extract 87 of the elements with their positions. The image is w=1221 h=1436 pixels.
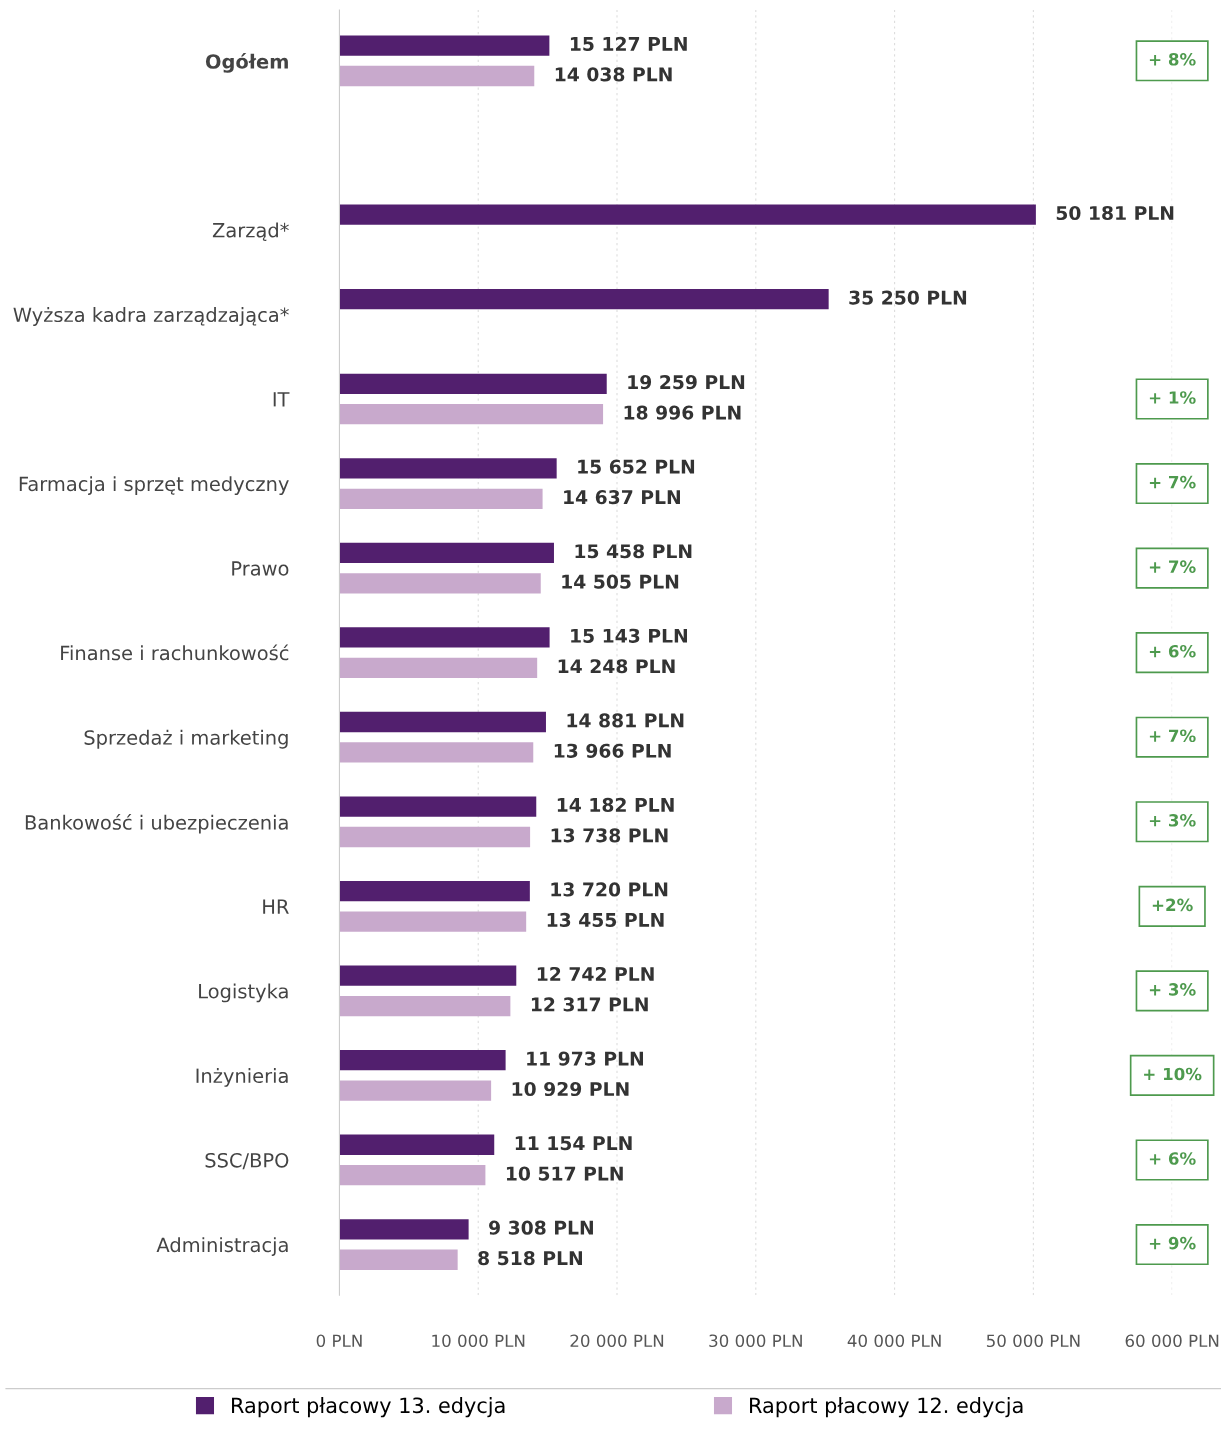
y-tick-label: IT	[273, 392, 290, 407]
annotation: + 8%	[1149, 53, 1196, 66]
x-tick-label: 30 000 PLN	[709, 1334, 802, 1348]
bar	[339, 1219, 469, 1240]
annotation: + 6%	[1149, 1152, 1196, 1165]
data-label: 14 248 PLN	[558, 659, 675, 674]
y-tick-label: Finanse i rachunkowość	[61, 644, 289, 661]
annotation: + 7%	[1149, 560, 1196, 573]
data-label: 10 517 PLN	[506, 1166, 623, 1181]
bar	[339, 880, 530, 902]
bar	[339, 627, 550, 648]
data-label: 11 973 PLN	[527, 1051, 643, 1066]
y-tick-label: Zarząd*	[212, 222, 289, 242]
x-tick-label: 10 000 PLN	[432, 1334, 525, 1348]
bar	[339, 542, 554, 564]
x-tick-label: 0 PLN	[316, 1334, 362, 1348]
legend-label: Raport płacowy 12. edycja	[750, 1397, 1023, 1418]
data-label: 15 127 PLN	[570, 36, 687, 52]
bar	[339, 1050, 506, 1071]
data-label: 10 929 PLN	[512, 1081, 629, 1097]
data-label: 14 182 PLN	[557, 797, 674, 812]
y-tick-label: Administracja	[156, 1237, 288, 1256]
legend-label: Raport płacowy 13. edycja	[232, 1397, 505, 1418]
y-tick-label: Logistyka	[199, 983, 288, 1003]
annotation: + 10%	[1144, 1067, 1202, 1081]
bar	[339, 911, 527, 932]
bar	[339, 35, 550, 56]
bar	[339, 995, 511, 1017]
y-tick-label: Prawo	[232, 561, 289, 576]
data-label: 14 505 PLN	[562, 574, 679, 589]
data-label: 14 637 PLN	[564, 490, 680, 505]
bar	[339, 1134, 495, 1155]
bar	[339, 289, 829, 310]
y-tick-label: SSC/BPO	[205, 1152, 289, 1170]
bar	[339, 373, 607, 394]
data-label: 11 154 PLN	[515, 1136, 632, 1151]
annotation: + 3%	[1149, 983, 1196, 996]
data-label: 19 259 PLN	[628, 375, 745, 390]
data-label: 15 458 PLN	[575, 544, 692, 559]
x-tick-label: 50 000 PLN	[986, 1334, 1080, 1348]
data-label: 50 181 PLN	[1056, 205, 1174, 221]
data-label: 9 308 PLN	[489, 1220, 593, 1235]
bar	[339, 1165, 486, 1186]
data-label: 12 317 PLN	[531, 997, 648, 1012]
data-label: 13 966 PLN	[554, 743, 671, 758]
bar	[339, 965, 517, 986]
x-tick-label: 40 000 PLN	[847, 1334, 941, 1348]
data-label: 18 996 PLN	[624, 405, 741, 420]
annotation: + 3%	[1149, 814, 1196, 827]
data-label: 13 738 PLN	[551, 828, 668, 843]
bar	[339, 488, 543, 509]
bar	[339, 826, 531, 848]
data-label: 13 720 PLN	[551, 882, 668, 897]
data-label: 35 250 PLN	[849, 290, 967, 305]
bar	[339, 573, 541, 594]
annotation: + 7%	[1149, 729, 1196, 743]
bar	[339, 458, 557, 479]
x-tick-label: 20 000 PLN	[570, 1334, 664, 1348]
y-tick-label: Farmacja i sprzęt medyczny	[19, 476, 289, 495]
bar	[339, 742, 534, 763]
bar	[339, 1080, 492, 1101]
annotation: +2%	[1152, 898, 1193, 912]
y-tick-label: Wyższa kadra zarządzająca*	[13, 307, 289, 326]
y-tick-label: HR	[263, 899, 289, 914]
bar	[339, 796, 537, 817]
annotation: + 1%	[1149, 391, 1196, 404]
y-tick-label: Sprzedaż i marketing	[84, 729, 288, 749]
data-label: 8 518 PLN	[478, 1251, 582, 1266]
bar	[339, 1249, 458, 1270]
x-tick-label: 60 000 PLN	[1125, 1334, 1219, 1348]
data-label: 14 038 PLN	[555, 67, 672, 82]
bar	[339, 404, 604, 425]
data-label: 14 881 PLN	[567, 713, 684, 728]
annotation: + 9%	[1149, 1236, 1196, 1250]
annotation: + 7%	[1149, 475, 1196, 489]
data-label: 15 652 PLN	[578, 459, 695, 474]
annotation: + 6%	[1149, 644, 1196, 658]
data-label: 13 455 PLN	[547, 912, 664, 927]
bar	[339, 657, 538, 679]
bar	[339, 204, 1036, 225]
y-tick-label: Ogółem	[205, 53, 288, 73]
bar	[339, 65, 535, 87]
data-label: 15 143 PLN	[571, 628, 687, 643]
y-tick-label: Bankowość i ubezpieczenia	[25, 813, 288, 834]
bar	[339, 711, 546, 733]
y-tick-label: Inżynieria	[196, 1068, 288, 1087]
data-label: 12 742 PLN	[537, 966, 654, 981]
